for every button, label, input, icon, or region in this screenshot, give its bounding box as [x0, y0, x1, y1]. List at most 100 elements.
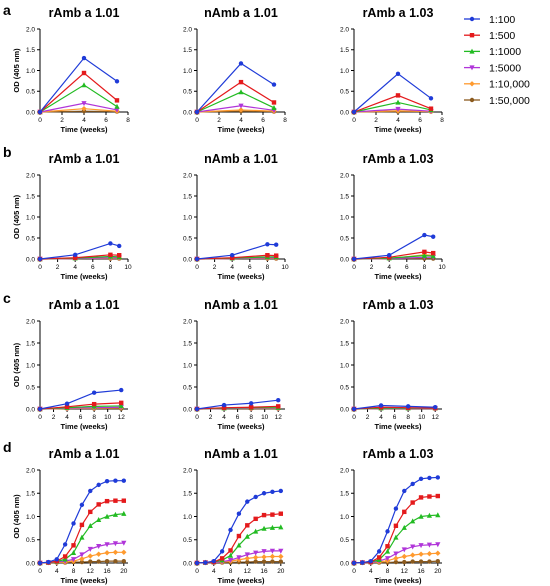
data-point [79, 552, 85, 558]
data-point [384, 556, 391, 562]
x-tick-label: 4 [222, 414, 226, 421]
data-point [245, 499, 250, 504]
data-point [219, 549, 225, 554]
data-point [427, 475, 432, 481]
y-tick-label: 1.0 [183, 514, 192, 521]
data-point [79, 502, 85, 508]
data-point [81, 82, 87, 88]
legend-label: 1:50,000 [489, 95, 530, 107]
chart-b3: rAmb a 1.03 0.0 0.5 1.0 1.5 2.0 0 2 4 6 8 10 Time (w… [340, 152, 446, 281]
series-line [39, 389, 122, 410]
y-tick-label: 1.5 [340, 491, 349, 498]
y-tick-label: 1.0 [26, 68, 35, 75]
x-tick-label: 4 [212, 568, 216, 575]
x-tick-label: 6 [79, 414, 83, 421]
data-point [81, 101, 87, 107]
x-tick-label: 8 [72, 568, 76, 575]
data-point [435, 512, 441, 518]
panel-label-d: d [3, 439, 12, 455]
data-point [194, 256, 200, 262]
data-point [248, 405, 254, 410]
data-point [228, 527, 233, 533]
data-point [71, 543, 76, 548]
x-tick-label: 8 [249, 414, 253, 421]
x-axis-label: Time (weeks) [218, 272, 265, 281]
data-point [79, 522, 85, 528]
y-tick-label: 1.5 [26, 340, 35, 347]
data-point [37, 256, 43, 262]
y-tick-label: 0.5 [183, 384, 192, 391]
data-point [270, 512, 275, 517]
data-point [104, 478, 110, 484]
y-tick-label: 1.5 [183, 340, 192, 347]
y-tick-label: 0.0 [340, 560, 349, 567]
x-tick-label: 8 [126, 117, 130, 124]
data-point [88, 509, 93, 515]
data-point [46, 559, 51, 565]
data-point [112, 511, 119, 517]
y-tick-label: 1.0 [26, 214, 35, 221]
x-tick-label: 0 [352, 568, 356, 575]
data-point [395, 106, 401, 112]
data-point [238, 107, 244, 113]
chart-b1: rAmb a 1.01 0.0 0.5 1.0 1.5 2.0 0 2 4 6 8 10 Time (w… [12, 152, 132, 281]
data-point [261, 559, 267, 564]
x-tick-label: 12 [244, 568, 252, 575]
y-tick-label: 2.0 [183, 318, 192, 325]
legend-label: 1:5000 [489, 62, 521, 74]
data-point [401, 553, 407, 560]
data-point [269, 524, 276, 530]
data-point [261, 512, 267, 518]
data-point [269, 548, 276, 554]
data-point [422, 232, 427, 238]
x-tick-label: 4 [73, 264, 77, 271]
y-tick-label: 0.0 [340, 256, 349, 263]
data-point [276, 398, 281, 403]
data-point [112, 541, 119, 547]
data-point [227, 552, 234, 558]
data-point [244, 555, 250, 562]
data-point [351, 256, 357, 262]
series-1-100 [194, 488, 284, 566]
data-point [426, 551, 433, 557]
data-point [70, 549, 77, 555]
data-point [410, 559, 415, 564]
data-point [270, 559, 275, 564]
data-point [410, 500, 415, 505]
data-point [194, 109, 200, 115]
series-line [39, 402, 122, 410]
panel-label-c: c [3, 290, 11, 306]
data-point [244, 552, 250, 558]
y-tick-label: 2.0 [26, 172, 35, 179]
data-point [261, 549, 267, 555]
data-point [104, 513, 110, 519]
x-tick-label: 0 [38, 414, 42, 421]
series-line [196, 490, 281, 564]
series-line [353, 234, 434, 260]
data-point [387, 253, 392, 258]
data-point [351, 406, 357, 412]
x-tick-label: 6 [393, 414, 397, 421]
x-tick-label: 2 [374, 117, 378, 124]
data-point [426, 512, 433, 518]
series-line [353, 251, 434, 260]
x-tick-label: 6 [405, 264, 409, 271]
data-point [393, 506, 399, 511]
x-tick-label: 10 [124, 264, 132, 271]
data-point [265, 253, 270, 258]
x-tick-label: 4 [230, 264, 234, 271]
series-1-100 [194, 61, 277, 115]
data-point [228, 548, 233, 553]
chart-title: nAmb a 1.01 [204, 152, 278, 166]
x-tick-label: 8 [386, 568, 390, 575]
x-tick-label: 8 [283, 117, 287, 124]
legend: 1:100 1:500 1:1000 1:5000 1:10,000 1:50,000 [464, 14, 530, 107]
data-point [236, 533, 242, 539]
chart-title: rAmb a 1.01 [49, 298, 120, 312]
data-point [427, 494, 432, 499]
x-tick-label: 12 [432, 414, 440, 421]
data-point [393, 559, 399, 565]
data-point [54, 557, 59, 562]
data-point [435, 475, 441, 480]
chart-c1: rAmb a 1.01 0.0 0.5 1.0 1.5 2.0 0 2 4 6 8 10 12 Time … [12, 298, 128, 431]
